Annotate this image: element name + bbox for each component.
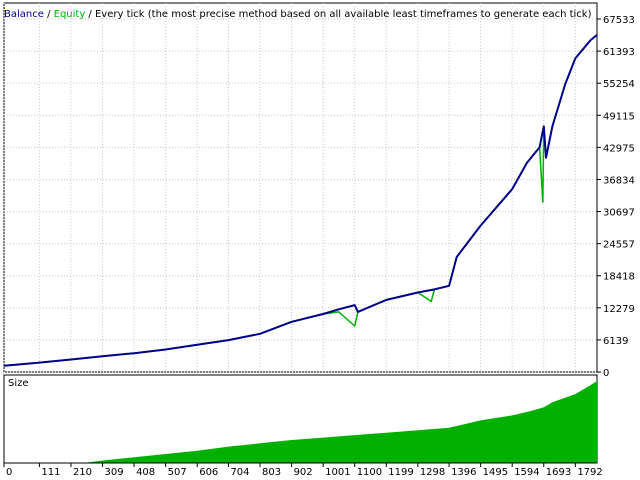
legend-equity: Equity xyxy=(54,9,86,20)
y-tick-label: 18418 xyxy=(603,272,635,283)
size-area xyxy=(4,381,597,463)
y-tick-label: 67533 xyxy=(603,15,635,26)
x-tick-label: 210 xyxy=(73,467,92,478)
x-tick-label: 803 xyxy=(262,467,281,478)
x-tick-label: 0 xyxy=(6,467,12,478)
x-tick-label: 902 xyxy=(294,467,313,478)
legend-separator: / xyxy=(44,9,54,20)
x-tick-label: 408 xyxy=(136,467,155,478)
legend-balance: Balance xyxy=(4,9,44,20)
x-tick-label: 1396 xyxy=(451,467,476,478)
x-tick-label: 606 xyxy=(199,467,218,478)
legend-description: / Every tick (the most precise method ba… xyxy=(85,9,591,20)
y-tick-label: 49115 xyxy=(603,111,635,122)
main-panel-frame xyxy=(3,2,598,373)
x-tick-label: 1693 xyxy=(546,467,571,478)
y-tick-label: 6139 xyxy=(603,336,628,347)
balance-series-line xyxy=(3,34,598,367)
y-tick-label: 55254 xyxy=(603,79,635,90)
x-tick-label: 704 xyxy=(230,467,249,478)
y-tick-label: 12279 xyxy=(603,304,635,315)
x-tick-label: 1100 xyxy=(357,467,382,478)
y-tick-label: 36834 xyxy=(603,175,635,186)
x-tick-label: 1495 xyxy=(483,467,508,478)
x-tick-label: 1594 xyxy=(514,467,539,478)
size-panel-label: Size xyxy=(8,378,29,389)
x-tick-label: 1001 xyxy=(325,467,350,478)
x-tick-label: 111 xyxy=(41,467,60,478)
y-tick-label: 30697 xyxy=(603,208,635,219)
x-tick-label: 507 xyxy=(168,467,187,478)
y-tick-label: 61393 xyxy=(603,47,635,58)
chart-legend: Balance / Equity / Every tick (the most … xyxy=(4,9,592,20)
balance-equity-panel: 0 6139 12279 18418 24557 30697 36834 42975 49115… xyxy=(3,2,635,379)
y-tick-label: 24557 xyxy=(603,240,635,251)
x-tick-label: 309 xyxy=(105,467,124,478)
y-tick-label: 42975 xyxy=(603,143,635,154)
x-axis: 0 111 210 309 408 507 606 704 803 902 1001 1100 1199… xyxy=(3,462,603,478)
x-tick-label: 1298 xyxy=(420,467,445,478)
x-tick-label: 1792 xyxy=(577,467,602,478)
x-tick-label: 1199 xyxy=(388,467,413,478)
y-tick-label: 0 xyxy=(603,368,609,379)
